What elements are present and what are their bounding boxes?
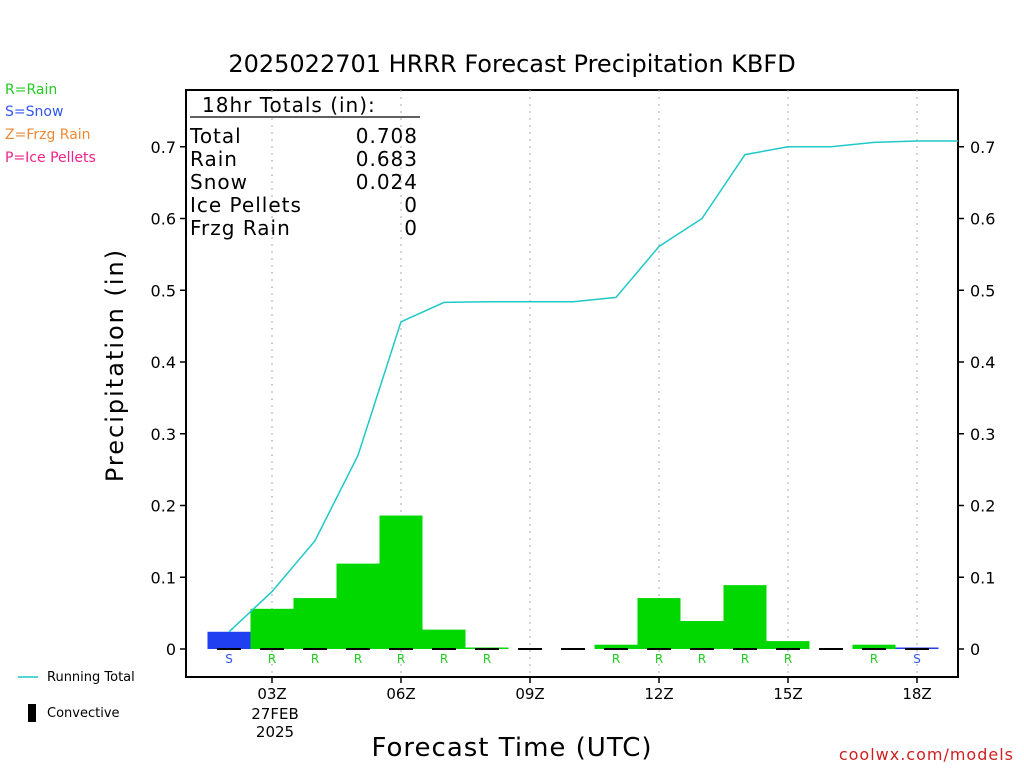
x-axis-label: Forecast Time (UTC)	[371, 733, 653, 763]
bar-04Z	[293, 598, 337, 649]
credit-link[interactable]: coolwx.com/models	[838, 745, 1014, 764]
date-label: 27FEB 2025	[235, 705, 315, 741]
y-tick-label-left: 0.1	[151, 568, 176, 587]
y-tick-label-right: 0.3	[970, 425, 995, 444]
x-tick-label: 12Z	[644, 685, 673, 703]
y-tick-label-right: 0.6	[970, 210, 995, 229]
legend-item-rain: R=Rain	[5, 82, 58, 98]
y-tick-label-left: 0	[166, 640, 176, 659]
ptype-label-12Z: R	[655, 652, 663, 666]
convective-legend-swatch	[28, 704, 36, 722]
y-tick-label-left: 0.4	[151, 353, 176, 372]
date-label-day: 27FEB	[251, 705, 299, 723]
ptype-label-11Z: R	[612, 652, 620, 666]
bar-14Z	[723, 585, 767, 649]
running-total-legend-label: Running Total	[47, 670, 135, 685]
totals-row-label: Frzg Rain	[190, 216, 291, 240]
totals-row-value: 0.708	[356, 124, 418, 148]
running-total-line	[228, 140, 958, 633]
convective-legend: Convective	[47, 706, 120, 721]
date-label-year: 2025	[255, 723, 295, 741]
bar-07Z	[422, 629, 466, 649]
totals-row-value: 0	[404, 216, 418, 240]
legend-item-snow: S=Snow	[5, 104, 64, 120]
totals-row-value: 0.683	[356, 147, 418, 171]
y-tick-label-left: 0.5	[151, 281, 176, 300]
y-tick-label-right: 0.4	[970, 353, 995, 372]
bar-05Z	[336, 563, 380, 649]
y-tick-label-left: 0.6	[151, 210, 176, 229]
ptype-label-03Z: R	[268, 652, 276, 666]
bar-03Z	[250, 608, 294, 649]
totals-row-label: Ice Pellets	[190, 193, 302, 217]
y-tick-label-right: 0.5	[970, 281, 995, 300]
ptype-label-06Z: R	[397, 652, 405, 666]
bar-15Z	[766, 641, 810, 649]
y-tick-label-left: 0.7	[151, 138, 176, 157]
plot-frame	[185, 89, 959, 678]
convective-legend-label: Convective	[47, 706, 120, 721]
y-tick-label-right: 0.1	[970, 568, 995, 587]
bar-13Z	[680, 621, 724, 649]
ptype-label-04Z: R	[311, 652, 319, 666]
bar-02Z	[207, 631, 251, 649]
ptype-label-13Z: R	[698, 652, 706, 666]
ptype-label-05Z: R	[354, 652, 362, 666]
totals-row-label: Total	[189, 124, 242, 148]
legend-item-frzg-rain: Z=Frzg Rain	[5, 127, 91, 143]
ptype-label-07Z: R	[440, 652, 448, 666]
y-tick-label-left: 0.3	[151, 425, 176, 444]
totals-row-label: Rain	[190, 147, 238, 171]
running-total-legend: Running Total	[47, 670, 135, 685]
bar-06Z	[379, 515, 423, 649]
x-tick-label: 06Z	[386, 685, 415, 703]
ptype-label-08Z: R	[483, 652, 491, 666]
totals-header: 18hr Totals (in):	[202, 93, 376, 117]
x-tick-label: 09Z	[515, 685, 544, 703]
chart-title: 2025022701 HRRR Forecast Precipitation K…	[228, 50, 796, 78]
totals-row-label: Snow	[190, 170, 248, 194]
totals-row-value: 0	[404, 193, 418, 217]
y-tick-label-left: 0.2	[151, 497, 176, 516]
legend-item-ice-pellets: P=Ice Pellets	[5, 150, 96, 166]
bar-11Z	[594, 644, 638, 649]
ptype-label-17Z: R	[870, 652, 878, 666]
ptype-label-15Z: R	[784, 652, 792, 666]
ptype-label-18Z: S	[913, 652, 921, 666]
y-tick-label-right: 0	[970, 640, 980, 659]
y-tick-label-right: 0.7	[970, 138, 995, 157]
x-tick-label: 03Z	[257, 685, 286, 703]
bar-17Z	[852, 644, 896, 649]
bar-12Z	[637, 598, 681, 649]
totals-row-value: 0.024	[356, 170, 418, 194]
x-tick-label: 18Z	[902, 685, 931, 703]
x-tick-label: 15Z	[773, 685, 802, 703]
ptype-label-14Z: R	[741, 652, 749, 666]
ptype-label-02Z: S	[225, 652, 233, 666]
y-tick-label-right: 0.2	[970, 497, 995, 516]
